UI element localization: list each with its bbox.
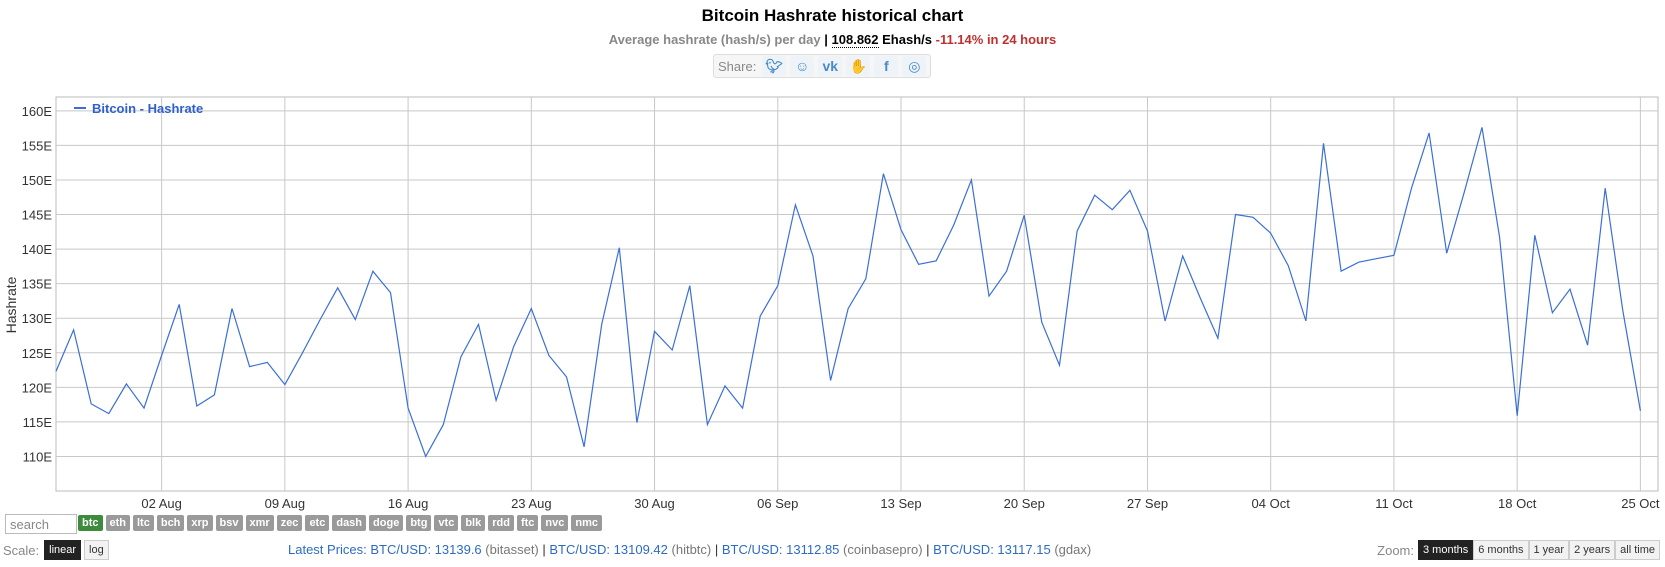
zoom-button-2-years[interactable]: 2 years	[1569, 540, 1616, 560]
y-axis-label: Hashrate	[3, 276, 19, 333]
coin-button-rdd[interactable]: rdd	[488, 515, 514, 531]
price-pair[interactable]: BTC/USD: 13139.6	[370, 542, 482, 557]
reddit-icon[interactable]: ☺	[790, 56, 815, 76]
x-tick-label: 02 Aug	[141, 496, 182, 511]
zoom-button-3-months[interactable]: 3 months	[1418, 540, 1474, 560]
coin-button-ltc[interactable]: ltc	[133, 515, 154, 531]
price-pair[interactable]: BTC/USD: 13117.15	[933, 542, 1051, 557]
y-axis-ticks: 110E 115E 120E 125E 130E 135E 140E 145E 150E 155E…	[22, 104, 53, 465]
x-tick-label: 23 Aug	[511, 496, 552, 511]
zoom-button-6-months[interactable]: 6 months	[1473, 540, 1529, 560]
coin-button-xrp[interactable]: xrp	[187, 515, 213, 531]
coin-button-nmc[interactable]: nmc	[571, 515, 603, 531]
x-tick-label: 25 Oct	[1621, 496, 1660, 511]
coin-button-nvc[interactable]: nvc	[541, 515, 569, 531]
grid-layer	[55, 96, 1659, 492]
coin-button-vtc[interactable]: vtc	[434, 515, 459, 531]
y-tick-label: 110E	[23, 449, 53, 464]
coin-buttons: btc eth ltc bch xrp bsv xmr zec etc dash doge btg vt…	[78, 515, 603, 531]
current-hashrate-value: 108.862	[831, 32, 879, 48]
zoom-label: Zoom:	[1377, 542, 1414, 558]
facebook-icon[interactable]: f	[874, 56, 899, 76]
x-tick-label: 16 Aug	[388, 496, 429, 511]
weibo-icon[interactable]: ◎	[902, 56, 927, 76]
latest-prices: Latest Prices: BTC/USD: 13139.6 (bitasse…	[288, 542, 1092, 557]
coin-button-btc[interactable]: btc	[78, 515, 103, 531]
x-tick-label: 13 Sep	[880, 496, 921, 511]
scale-linear-button[interactable]: linear	[44, 540, 82, 560]
latest-prices-label: Latest Prices:	[288, 542, 367, 557]
like-icon[interactable]: ✋	[846, 56, 871, 76]
x-tick-label: 06 Sep	[757, 496, 798, 511]
x-tick-label: 30 Aug	[634, 496, 675, 511]
scale-log-button[interactable]: log	[84, 540, 109, 560]
coin-button-bch[interactable]: bch	[156, 515, 185, 531]
coin-button-zec[interactable]: zec	[276, 515, 303, 531]
price-pair[interactable]: BTC/USD: 13112.85	[721, 542, 840, 557]
price-exchange: (bitasset)	[485, 542, 539, 557]
price-exchange: (coinbasepro)	[843, 542, 923, 557]
zoom-button-1-year[interactable]: 1 year	[1528, 540, 1570, 560]
x-tick-label: 11 Oct	[1375, 496, 1413, 511]
zoom-control: Zoom: 3 months 6 months 1 year 2 years all t…	[1377, 540, 1660, 560]
y-tick-label: 160E	[22, 104, 53, 119]
subtitle-separator: |	[824, 32, 828, 47]
share-label: Share:	[718, 58, 757, 74]
chart-title: Bitcoin Hashrate historical chart	[701, 6, 964, 25]
current-hashrate-unit: Ehash/s	[882, 32, 932, 47]
hashrate-change-24h: -11.14% in 24 hours	[935, 32, 1057, 47]
y-tick-label: 145E	[22, 208, 53, 223]
chart-subtitle: Average hashrate (hash/s) per day | 108.…	[0, 32, 1665, 48]
plot-frame	[55, 96, 1659, 492]
coin-button-xmr[interactable]: xmr	[245, 515, 274, 531]
coin-button-bsv[interactable]: bsv	[215, 515, 243, 531]
x-tick-label: 09 Aug	[265, 496, 306, 511]
price-exchange: (hitbtc)	[671, 542, 712, 557]
coin-button-dash[interactable]: dash	[332, 515, 367, 531]
subtitle-prefix: Average hashrate (hash/s) per day	[608, 32, 821, 47]
y-tick-label: 130E	[22, 311, 53, 326]
coin-button-ftc[interactable]: ftc	[516, 515, 539, 531]
series-layer	[55, 127, 1641, 458]
y-tick-label: 150E	[22, 173, 53, 188]
price-pair[interactable]: BTC/USD: 13109.42	[549, 542, 668, 557]
legend-label: Bitcoin - Hashrate	[92, 101, 203, 116]
coin-button-blk[interactable]: blk	[461, 515, 486, 531]
coin-button-btg[interactable]: btg	[406, 515, 432, 531]
y-tick-label: 155E	[22, 138, 53, 153]
zoom-button-all-time[interactable]: all time	[1615, 540, 1660, 560]
y-tick-label: 140E	[22, 242, 53, 257]
price-exchange: (gdax)	[1054, 542, 1092, 557]
y-tick-label: 135E	[22, 277, 53, 292]
coin-button-etc[interactable]: etc	[305, 515, 330, 531]
coin-button-eth[interactable]: eth	[105, 515, 130, 531]
series-line	[55, 127, 1641, 458]
x-tick-label: 20 Sep	[1004, 496, 1045, 511]
scale-control: Scale: linear log	[3, 540, 109, 560]
legend[interactable]: Bitcoin - Hashrate	[74, 101, 203, 116]
y-tick-label: 115E	[23, 415, 53, 430]
y-tick-label: 120E	[22, 380, 53, 395]
scale-label: Scale:	[3, 542, 40, 558]
x-tick-label: 18 Oct	[1498, 496, 1537, 511]
twitter-icon[interactable]: 🐦︎	[762, 56, 787, 76]
coin-button-doge[interactable]: doge	[369, 515, 404, 531]
y-tick-label: 125E	[22, 346, 53, 361]
x-axis-ticks: 02 Aug 09 Aug 16 Aug 23 Aug 30 Aug 06 Sep 13 S…	[141, 496, 1660, 511]
share-bar: Share: 🐦︎ ☺ vk ✋ f ◎	[713, 54, 932, 78]
search-input[interactable]	[5, 514, 77, 534]
vk-icon[interactable]: vk	[818, 56, 843, 76]
x-tick-label: 27 Sep	[1127, 496, 1168, 511]
x-tick-label: 04 Oct	[1252, 496, 1291, 511]
